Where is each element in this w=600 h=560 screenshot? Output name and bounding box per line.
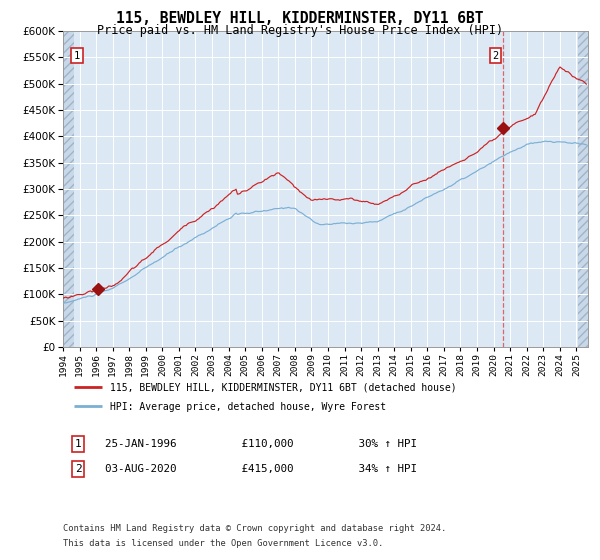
Text: 25-JAN-1996          £110,000          30% ↑ HPI: 25-JAN-1996 £110,000 30% ↑ HPI xyxy=(105,439,417,449)
Text: 1: 1 xyxy=(74,50,80,60)
Text: 03-AUG-2020          £415,000          34% ↑ HPI: 03-AUG-2020 £415,000 34% ↑ HPI xyxy=(105,464,417,474)
Text: This data is licensed under the Open Government Licence v3.0.: This data is licensed under the Open Gov… xyxy=(63,539,383,548)
Text: HPI: Average price, detached house, Wyre Forest: HPI: Average price, detached house, Wyre… xyxy=(110,402,386,412)
Text: 115, BEWDLEY HILL, KIDDERMINSTER, DY11 6BT: 115, BEWDLEY HILL, KIDDERMINSTER, DY11 6… xyxy=(116,11,484,26)
Text: Contains HM Land Registry data © Crown copyright and database right 2024.: Contains HM Land Registry data © Crown c… xyxy=(63,524,446,533)
Text: Price paid vs. HM Land Registry's House Price Index (HPI): Price paid vs. HM Land Registry's House … xyxy=(97,24,503,36)
Text: 2: 2 xyxy=(74,464,82,474)
Text: 1: 1 xyxy=(74,439,82,449)
Text: 2: 2 xyxy=(492,50,499,60)
Text: 115, BEWDLEY HILL, KIDDERMINSTER, DY11 6BT (detached house): 115, BEWDLEY HILL, KIDDERMINSTER, DY11 6… xyxy=(110,383,457,393)
Bar xyxy=(578,31,588,347)
Bar xyxy=(63,31,74,347)
